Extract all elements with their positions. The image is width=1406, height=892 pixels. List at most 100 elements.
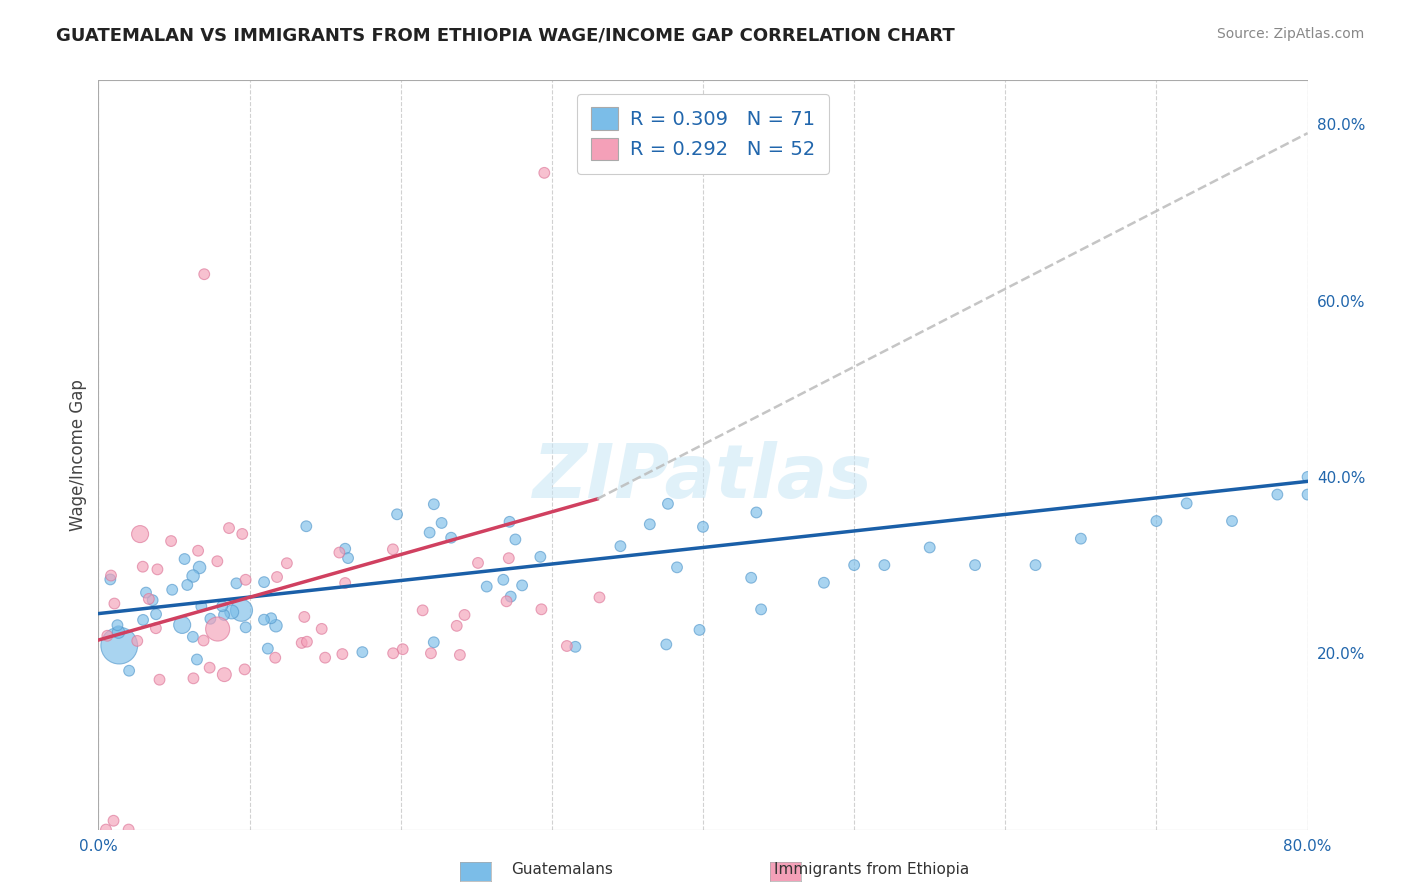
Point bbox=[292, 610, 315, 624]
Point bbox=[335, 541, 357, 556]
Point bbox=[1144, 514, 1167, 528]
Point bbox=[260, 611, 283, 625]
Point bbox=[965, 558, 987, 573]
Point bbox=[1296, 487, 1319, 501]
Point bbox=[235, 573, 257, 587]
Point bbox=[118, 822, 141, 837]
Point bbox=[529, 549, 551, 564]
Point bbox=[423, 497, 446, 511]
Point bbox=[221, 605, 243, 619]
Point bbox=[193, 267, 215, 281]
Point bbox=[138, 591, 160, 606]
Point bbox=[207, 554, 229, 568]
Point bbox=[813, 575, 835, 590]
Point bbox=[291, 636, 314, 650]
Point bbox=[609, 539, 631, 553]
Point bbox=[530, 602, 553, 616]
Point bbox=[145, 621, 167, 635]
Point bbox=[533, 166, 555, 180]
Point bbox=[145, 607, 167, 622]
Point bbox=[1070, 532, 1092, 546]
Point bbox=[142, 593, 165, 607]
Point bbox=[160, 534, 183, 549]
Point bbox=[98, 573, 121, 587]
Point bbox=[449, 648, 471, 662]
Point bbox=[412, 603, 434, 617]
Point bbox=[146, 562, 169, 576]
Point bbox=[873, 558, 896, 573]
Point bbox=[188, 560, 211, 574]
Point bbox=[492, 573, 515, 587]
Point bbox=[420, 646, 443, 660]
Point bbox=[212, 607, 235, 622]
Point bbox=[440, 531, 463, 545]
Point bbox=[499, 590, 522, 604]
Point bbox=[655, 637, 678, 651]
Point bbox=[253, 575, 276, 590]
Point bbox=[233, 662, 256, 676]
Point bbox=[337, 551, 360, 566]
Point bbox=[453, 607, 475, 622]
Point bbox=[183, 671, 205, 685]
Point bbox=[96, 629, 118, 643]
Point bbox=[132, 559, 155, 574]
Point bbox=[107, 618, 129, 632]
Point bbox=[446, 619, 468, 633]
Point bbox=[844, 558, 866, 573]
Point bbox=[430, 516, 453, 530]
Point bbox=[135, 585, 157, 599]
Point bbox=[266, 570, 288, 584]
Point bbox=[918, 541, 941, 555]
Point bbox=[475, 580, 498, 594]
Point bbox=[352, 645, 374, 659]
Point bbox=[328, 545, 350, 559]
Point bbox=[330, 647, 353, 661]
Point bbox=[692, 520, 714, 534]
Point bbox=[276, 556, 298, 570]
Point bbox=[382, 646, 405, 660]
Point bbox=[564, 640, 586, 654]
Point bbox=[127, 634, 149, 648]
Point bbox=[510, 578, 533, 592]
Text: GUATEMALAN VS IMMIGRANTS FROM ETHIOPIA WAGE/INCOME GAP CORRELATION CHART: GUATEMALAN VS IMMIGRANTS FROM ETHIOPIA W… bbox=[56, 27, 955, 45]
Text: Guatemalans: Guatemalans bbox=[512, 863, 613, 877]
Point bbox=[588, 591, 610, 605]
Point bbox=[381, 542, 404, 557]
Point bbox=[419, 525, 441, 540]
Point bbox=[1220, 514, 1243, 528]
Point bbox=[314, 650, 336, 665]
Point bbox=[264, 650, 287, 665]
Point bbox=[498, 515, 520, 529]
Point bbox=[190, 599, 212, 614]
Point bbox=[211, 599, 233, 614]
Text: Source: ZipAtlas.com: Source: ZipAtlas.com bbox=[1216, 27, 1364, 41]
Point bbox=[198, 661, 221, 675]
Point bbox=[186, 652, 208, 666]
Point bbox=[173, 552, 195, 566]
Point bbox=[666, 560, 689, 574]
Point bbox=[118, 664, 141, 678]
Point bbox=[745, 506, 768, 520]
Point bbox=[423, 635, 446, 649]
Point bbox=[495, 594, 517, 608]
Point bbox=[108, 639, 131, 653]
Point bbox=[256, 641, 278, 656]
Point bbox=[231, 603, 253, 617]
Point bbox=[749, 602, 772, 616]
Point bbox=[311, 622, 333, 636]
Point bbox=[176, 578, 198, 592]
Point bbox=[107, 625, 129, 640]
Point bbox=[187, 543, 209, 558]
Point bbox=[295, 519, 318, 533]
Point bbox=[467, 556, 489, 570]
Point bbox=[740, 571, 762, 585]
Legend: R = 0.309   N = 71, R = 0.292   N = 52: R = 0.309 N = 71, R = 0.292 N = 52 bbox=[578, 94, 828, 174]
Point bbox=[148, 673, 170, 687]
Point bbox=[264, 618, 287, 632]
Point bbox=[689, 623, 711, 637]
Point bbox=[103, 597, 125, 611]
Point bbox=[132, 613, 155, 627]
Point bbox=[498, 551, 520, 566]
Point bbox=[391, 642, 413, 657]
Point bbox=[333, 576, 356, 591]
